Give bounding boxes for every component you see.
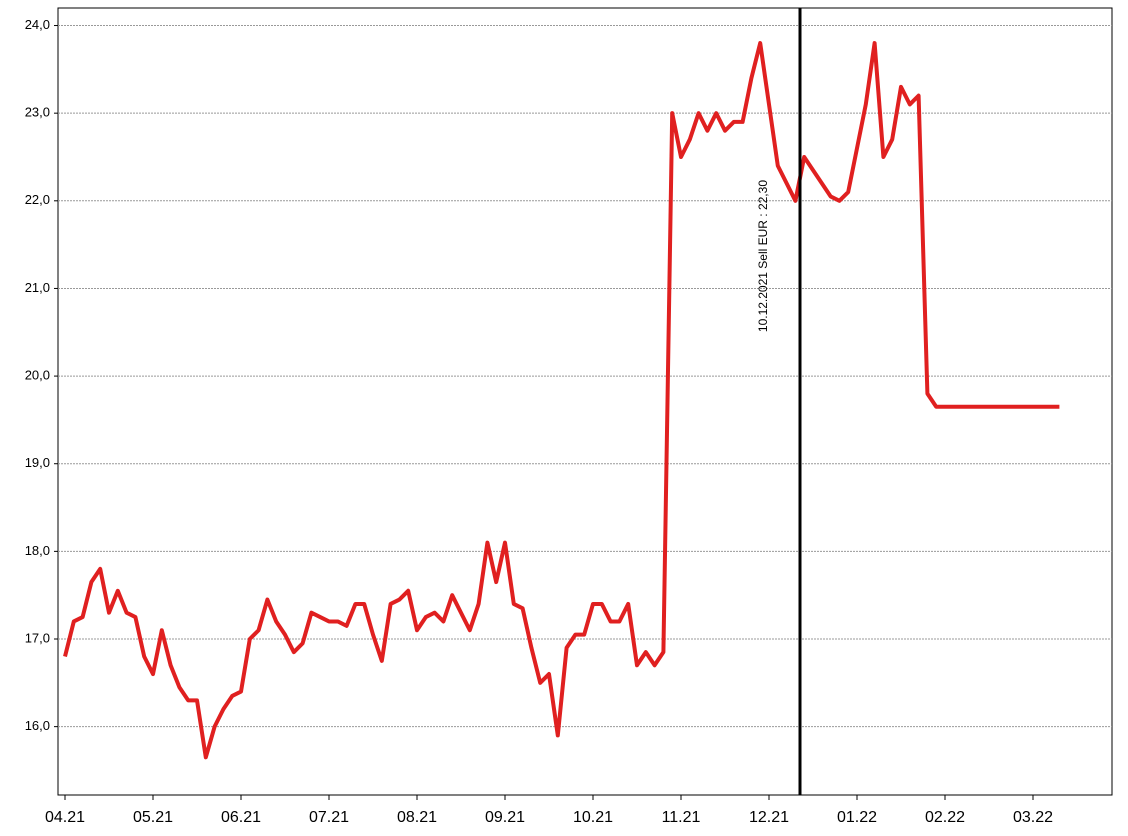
y-tick-label: 24,0 [25, 17, 50, 32]
x-tick-label: 06.21 [221, 809, 261, 826]
x-tick-label: 04.21 [45, 809, 85, 826]
x-tick-label: 05.21 [133, 809, 173, 826]
x-tick-label: 08.21 [397, 809, 437, 826]
x-tick-label: 03.22 [1013, 809, 1053, 826]
x-tick-label: 01.22 [837, 809, 877, 826]
x-tick-label: 10.21 [573, 809, 613, 826]
y-tick-label: 16,0 [25, 718, 50, 733]
y-tick-label: 20,0 [25, 368, 50, 383]
x-tick-label: 09.21 [485, 809, 525, 826]
y-tick-label: 23,0 [25, 105, 50, 120]
x-tick-label: 02.22 [925, 809, 965, 826]
y-tick-label: 19,0 [25, 455, 50, 470]
y-tick-label: 18,0 [25, 543, 50, 558]
x-tick-label: 12.21 [749, 809, 789, 826]
x-tick-label: 11.21 [662, 809, 701, 826]
price-line [63, 41, 1060, 760]
y-tick-label: 17,0 [25, 630, 50, 645]
x-tick-label: 07.21 [309, 809, 349, 826]
sell-annotation: 10.12.2021 Sell EUR : 22,30 [756, 180, 770, 332]
y-tick-label: 22,0 [25, 192, 50, 207]
y-tick-label: 21,0 [25, 280, 50, 295]
plot-frame [57, 7, 1113, 796]
